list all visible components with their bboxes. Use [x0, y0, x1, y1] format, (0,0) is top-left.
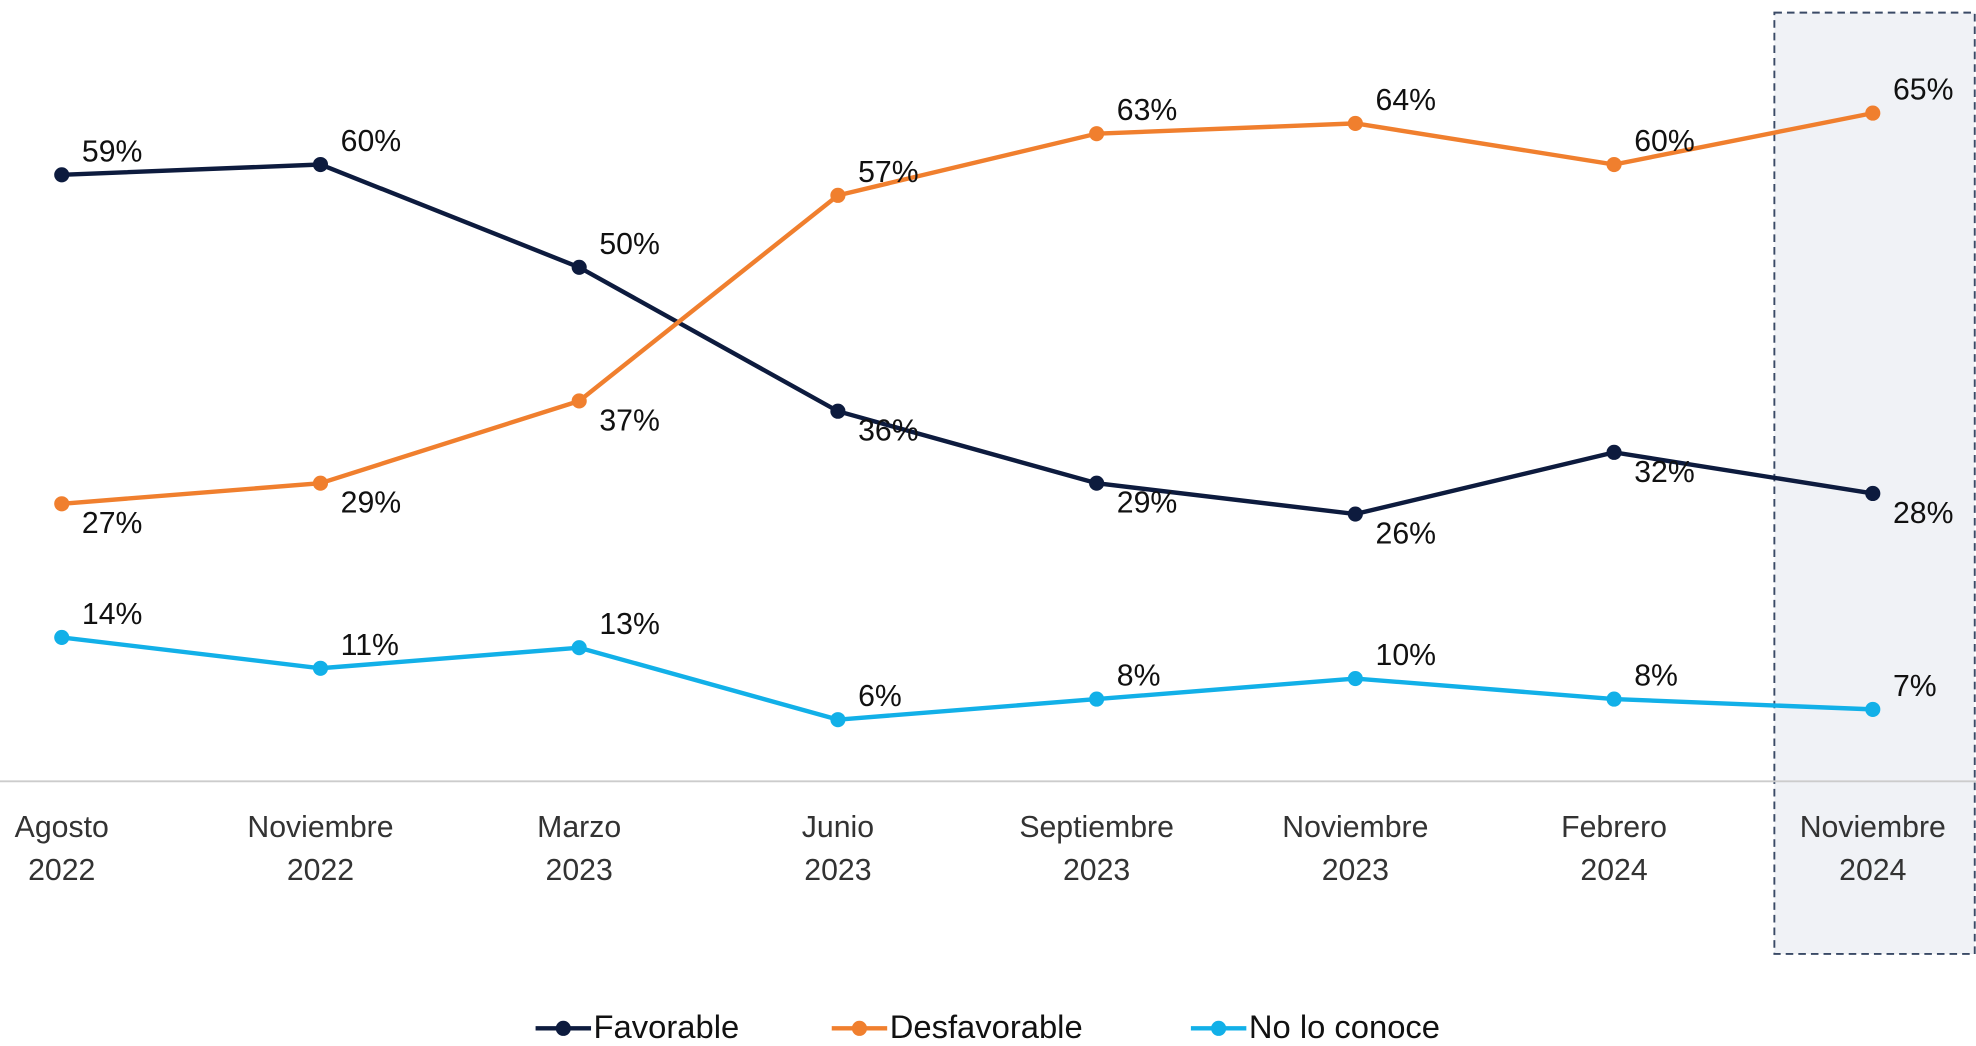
value-label: 6% — [858, 680, 902, 713]
point — [1348, 116, 1363, 131]
x-tick-label-line: Marzo — [537, 811, 621, 844]
x-tick-label-line: Junio — [802, 811, 874, 844]
legend-label: Desfavorable — [890, 1008, 1083, 1045]
x-tick-label-line: Noviembre — [1800, 811, 1946, 844]
point — [1865, 702, 1880, 717]
point — [54, 630, 69, 645]
point — [1865, 106, 1880, 121]
legend-label: No lo conoce — [1249, 1008, 1440, 1045]
x-tick-label-line: 2023 — [804, 854, 871, 887]
point — [1089, 126, 1104, 141]
point — [1348, 506, 1363, 521]
value-label: 14% — [82, 598, 143, 631]
value-label: 36% — [858, 415, 919, 448]
value-label: 65% — [1893, 74, 1954, 107]
value-label: 8% — [1117, 660, 1161, 693]
series-line — [62, 165, 1873, 515]
x-tick-label-line: 2022 — [287, 854, 354, 887]
value-label: 27% — [82, 507, 143, 540]
series-line — [62, 637, 1873, 719]
x-tick-label: Noviembre 2022 — [247, 811, 393, 887]
value-label: 7% — [1893, 670, 1937, 703]
value-label: 37% — [599, 404, 660, 437]
value-label: 64% — [1376, 84, 1437, 117]
x-tick-label: Agosto 2022 — [15, 811, 109, 887]
point — [1607, 692, 1622, 707]
x-tick-label: Febrero 2024 — [1561, 811, 1667, 887]
x-tick-label-line: 2024 — [1839, 854, 1906, 887]
point — [54, 167, 69, 182]
x-tick-label-line: Noviembre — [1282, 811, 1428, 844]
x-tick-label-line: 2023 — [546, 854, 613, 887]
x-tick-label: Septiembre 2023 — [1019, 811, 1174, 887]
value-label: 50% — [599, 228, 660, 261]
point — [1607, 157, 1622, 172]
legend-swatch-dot — [556, 1021, 571, 1036]
point — [1865, 486, 1880, 501]
point — [313, 661, 328, 676]
x-tick-label: Noviembre 2023 — [1282, 811, 1428, 887]
point — [830, 712, 845, 727]
point — [1089, 692, 1104, 707]
value-label: 10% — [1376, 639, 1437, 672]
chart: Agosto 2022 Noviembre 2022 Marzo 2023 Junio 202… — [0, 0, 1976, 1046]
value-label: 63% — [1117, 94, 1178, 127]
page: {"chart_data": {"type": "line", "categor… — [0, 0, 1976, 1046]
value-label: 60% — [341, 125, 402, 158]
point — [830, 404, 845, 419]
point — [830, 188, 845, 203]
value-label: 59% — [82, 135, 143, 168]
value-label: 32% — [1634, 456, 1695, 489]
value-label: 26% — [1376, 517, 1437, 550]
point — [1607, 445, 1622, 460]
value-label: 29% — [341, 487, 402, 520]
value-label: 29% — [1117, 487, 1178, 520]
value-label: 11% — [341, 629, 399, 662]
value-label: 28% — [1893, 497, 1954, 530]
value-label: 60% — [1634, 125, 1695, 158]
x-tick-label-line: Febrero — [1561, 811, 1667, 844]
x-tick-label-line: 2022 — [28, 854, 95, 887]
legend-swatch-dot — [852, 1021, 867, 1036]
x-tick-label-line: 2024 — [1580, 854, 1647, 887]
point — [313, 157, 328, 172]
x-tick-label-line: Septiembre — [1019, 811, 1174, 844]
x-tick-label-line: 2023 — [1063, 854, 1130, 887]
x-tick-label: Marzo 2023 — [537, 811, 621, 887]
legend-label: Favorable — [594, 1008, 740, 1045]
value-label: 57% — [858, 156, 919, 189]
x-tick-label-line: Noviembre — [247, 811, 393, 844]
point — [572, 640, 587, 655]
point — [572, 260, 587, 275]
x-tick-label-line: 2023 — [1322, 854, 1389, 887]
point — [572, 393, 587, 408]
value-label: 13% — [599, 608, 660, 641]
x-tick-label-line: Agosto — [15, 811, 109, 844]
legend-swatch-dot — [1211, 1021, 1226, 1036]
point — [54, 496, 69, 511]
x-tick-label: Junio 2023 — [802, 811, 874, 887]
point — [1348, 671, 1363, 686]
value-label: 8% — [1634, 660, 1678, 693]
point — [1089, 476, 1104, 491]
point — [313, 476, 328, 491]
